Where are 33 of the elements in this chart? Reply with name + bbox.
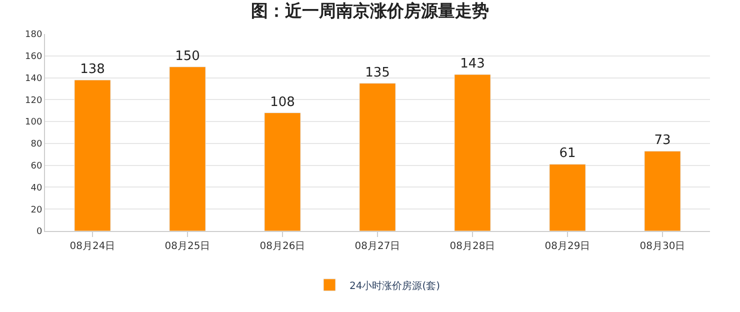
- y-tick-label: 100: [25, 118, 42, 128]
- x-tick-label: 08月25日: [164, 241, 210, 252]
- legend-label: 24小时涨价房源(套): [350, 280, 440, 292]
- x-tick-label: 08月28日: [450, 241, 496, 252]
- x-tick-label: 08月24日: [70, 241, 116, 252]
- data-label: 150: [175, 48, 200, 64]
- data-label: 138: [80, 62, 105, 77]
- bar: [264, 112, 301, 231]
- data-label: 73: [654, 133, 671, 148]
- y-tick-label: 180: [25, 30, 42, 40]
- y-tick-label: 40: [30, 183, 42, 194]
- bar: [169, 66, 206, 231]
- bar: [454, 74, 491, 231]
- data-label: 135: [365, 65, 390, 80]
- y-tick-label: 140: [25, 74, 42, 84]
- y-tick-label: 60: [30, 161, 42, 172]
- x-tick-label: 08月29日: [544, 241, 590, 252]
- data-label: 61: [559, 146, 576, 162]
- bar: [549, 164, 586, 231]
- y-tick-label: 0: [36, 227, 42, 238]
- y-tick-label: 120: [25, 96, 42, 106]
- bar: [74, 80, 111, 231]
- bar: [644, 150, 681, 231]
- y-tick-label: 80: [30, 140, 42, 150]
- x-tick-label: 08月27日: [354, 241, 400, 252]
- chart-title: 图：近一周南京涨价房源量走势: [251, 2, 489, 22]
- x-tick-label: 08月26日: [260, 241, 306, 252]
- x-tick-label: 08月30日: [640, 241, 686, 252]
- data-label: 108: [270, 94, 295, 110]
- bar: [359, 83, 396, 231]
- data-label: 143: [460, 56, 485, 72]
- y-tick-label: 160: [25, 52, 42, 62]
- y-tick-label: 20: [30, 205, 42, 216]
